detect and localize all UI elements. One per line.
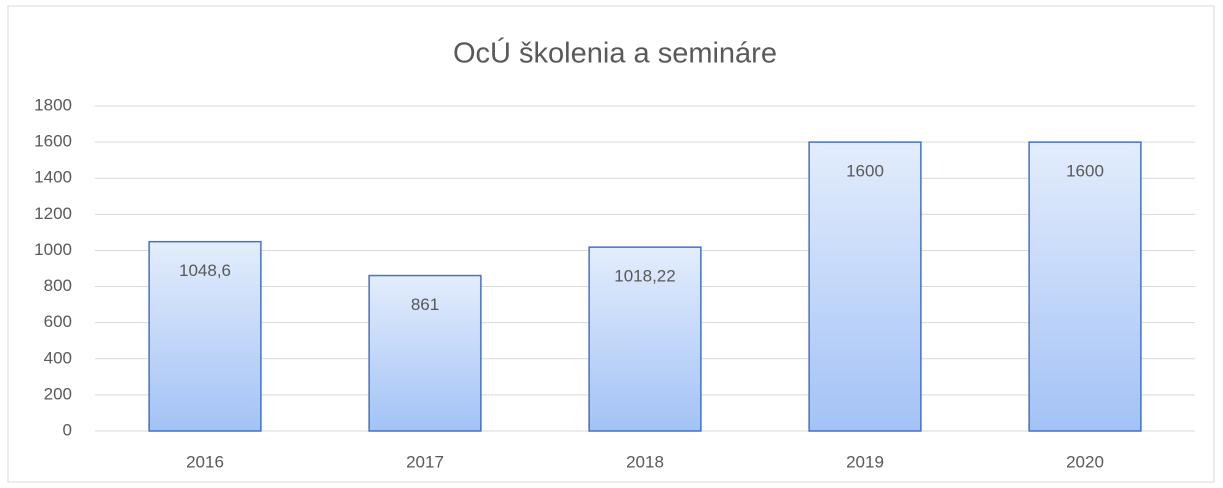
bar bbox=[808, 141, 922, 432]
x-tick-label: 2019 bbox=[846, 452, 884, 471]
data-label: 1600 bbox=[846, 162, 884, 181]
data-label: 861 bbox=[411, 295, 439, 314]
data-label: 1048,6 bbox=[179, 261, 231, 280]
x-tick-label: 2020 bbox=[1066, 452, 1104, 471]
x-tick-label: 2017 bbox=[406, 452, 444, 471]
y-tick-label: 1000 bbox=[34, 240, 72, 259]
data-label: 1600 bbox=[1066, 162, 1104, 181]
data-label: 1018,22 bbox=[614, 267, 675, 286]
bar bbox=[148, 240, 262, 432]
chart-title: OcÚ školenia a semináre bbox=[453, 37, 777, 70]
y-tick-label: 1400 bbox=[34, 168, 72, 187]
bar bbox=[588, 246, 702, 432]
y-tick-label: 200 bbox=[44, 384, 72, 403]
y-tick-label: 800 bbox=[44, 276, 72, 295]
y-tick-label: 1600 bbox=[34, 132, 72, 151]
y-tick-label: 600 bbox=[44, 312, 72, 331]
x-tick-label: 2018 bbox=[626, 452, 664, 471]
y-tick-label: 0 bbox=[63, 420, 72, 439]
y-tick-label: 1200 bbox=[34, 204, 72, 223]
x-tick-label: 2016 bbox=[186, 452, 224, 471]
y-tick-label: 1800 bbox=[34, 95, 72, 114]
bar bbox=[1028, 141, 1142, 432]
bar bbox=[368, 274, 482, 432]
y-tick-label: 400 bbox=[44, 348, 72, 367]
